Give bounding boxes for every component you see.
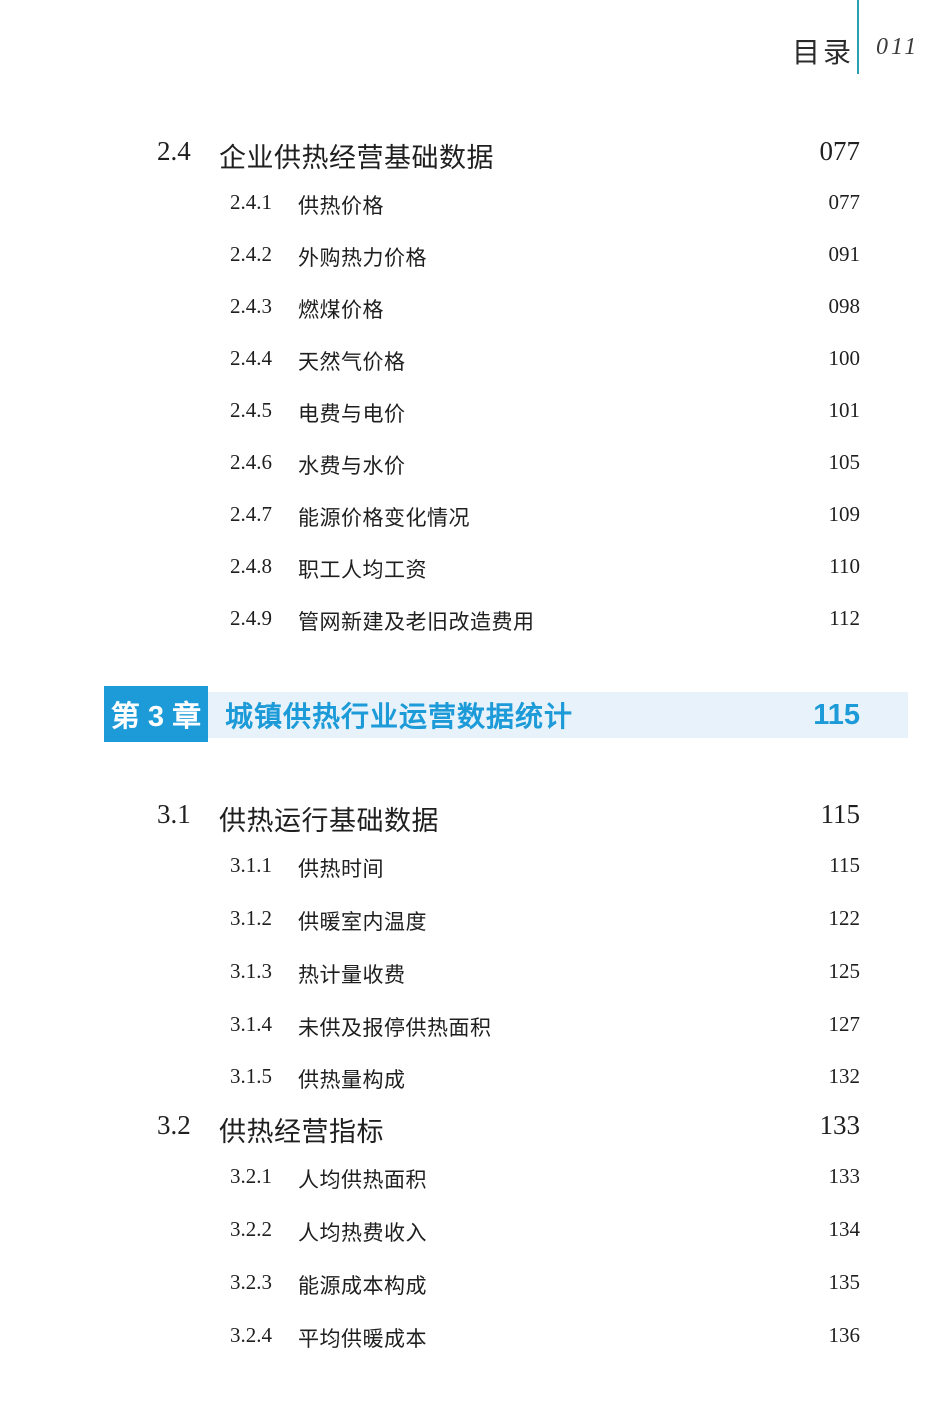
- toc-row-page: 135: [828, 1270, 861, 1294]
- chapter-banner-band: [104, 692, 908, 738]
- toc-row-title: 能源成本构成: [298, 1274, 427, 1298]
- toc-row-number: 2.4: [157, 136, 191, 166]
- toc-row-page: 122: [828, 906, 861, 930]
- toc-row-3-2-4: 3.2.4 平均供暖成本 136: [0, 1323, 860, 1357]
- toc-row-page: 091: [828, 242, 861, 266]
- toc-row-2-4-4: 2.4.4 天然气价格 100: [0, 346, 860, 380]
- toc-row-number: 3.1.3: [230, 959, 272, 983]
- toc-row-title: 供热经营指标: [219, 1117, 384, 1147]
- toc-row-3-2-1: 3.2.1 人均供热面积 133: [0, 1164, 860, 1198]
- toc-row-page: 115: [829, 853, 860, 877]
- toc-row-title: 水费与水价: [298, 454, 406, 478]
- toc-row-2-4-2: 2.4.2 外购热力价格 091: [0, 242, 860, 276]
- toc-row-2-4-8: 2.4.8 职工人均工资 110: [0, 554, 860, 588]
- toc-row-number: 3.1: [157, 799, 191, 829]
- toc-row-page: 109: [828, 502, 861, 526]
- toc-row-page: 115: [820, 799, 861, 829]
- header-page-number: 011: [876, 34, 920, 60]
- toc-row-3-1-1: 3.1.1 供热时间 115: [0, 853, 860, 887]
- toc-row-2-4-9: 2.4.9 管网新建及老旧改造费用 112: [0, 606, 860, 640]
- toc-row-page: 136: [828, 1323, 861, 1347]
- toc-row-page: 132: [828, 1064, 861, 1088]
- toc-row-title: 职工人均工资: [298, 558, 427, 582]
- toc-row-title: 外购热力价格: [298, 246, 427, 270]
- chapter-title: 城镇供热行业运营数据统计: [225, 701, 574, 732]
- chapter-page-number: 115: [813, 698, 860, 731]
- toc-row-title: 供暖室内温度: [298, 910, 427, 934]
- toc-row-2-4-7: 2.4.7 能源价格变化情况 109: [0, 502, 860, 536]
- toc-row-page: 127: [828, 1012, 861, 1036]
- chapter-number-badge: 第 3 章: [104, 686, 208, 742]
- toc-row-page: 133: [828, 1164, 861, 1188]
- toc-row-title: 电费与电价: [298, 402, 406, 426]
- toc-row-number: 2.4.2: [230, 242, 272, 266]
- toc-row-number: 2.4.5: [230, 398, 272, 422]
- toc-row-title: 热计量收费: [298, 963, 406, 987]
- toc-row-title: 供热时间: [298, 857, 384, 881]
- toc-row-3-2: 3.2 供热经营指标 133: [0, 1110, 861, 1147]
- toc-row-number: 3.1.2: [230, 906, 272, 930]
- toc-row-title: 能源价格变化情况: [298, 506, 470, 530]
- toc-row-2-4: 2.4 企业供热经营基础数据 077: [0, 136, 861, 173]
- toc-row-number: 3.1.4: [230, 1012, 272, 1036]
- toc-row-3-2-3: 3.2.3 能源成本构成 135: [0, 1270, 860, 1304]
- toc-row-title: 管网新建及老旧改造费用: [298, 610, 535, 634]
- toc-row-number: 2.4.9: [230, 606, 272, 630]
- toc-row-number: 3.2.4: [230, 1323, 272, 1347]
- toc-row-page: 125: [828, 959, 861, 983]
- toc-row-title: 燃煤价格: [298, 298, 384, 322]
- toc-row-3-2-2: 3.2.2 人均热费收入 134: [0, 1217, 860, 1251]
- toc-row-2-4-1: 2.4.1 供热价格 077: [0, 190, 860, 224]
- header-section-label: 目录: [792, 37, 855, 68]
- toc-row-page: 077: [819, 136, 861, 166]
- toc-row-3-1-2: 3.1.2 供暖室内温度 122: [0, 906, 860, 940]
- toc-row-2-4-3: 2.4.3 燃煤价格 098: [0, 294, 860, 328]
- toc-row-page: 077: [828, 190, 861, 214]
- toc-row-3-1-3: 3.1.3 热计量收费 125: [0, 959, 860, 993]
- toc-row-number: 3.2.2: [230, 1217, 272, 1241]
- toc-row-title: 供热价格: [298, 194, 384, 218]
- toc-row-3-1-4: 3.1.4 未供及报停供热面积 127: [0, 1012, 860, 1046]
- toc-row-page: 134: [828, 1217, 861, 1241]
- toc-row-page: 105: [828, 450, 861, 474]
- toc-row-3-1: 3.1 供热运行基础数据 115: [0, 799, 861, 836]
- toc-row-title: 天然气价格: [298, 350, 406, 374]
- toc-row-3-1-5: 3.1.5 供热量构成 132: [0, 1064, 860, 1098]
- toc-row-page: 133: [819, 1110, 861, 1140]
- toc-row-number: 3.2.1: [230, 1164, 272, 1188]
- toc-row-title: 企业供热经营基础数据: [219, 143, 494, 173]
- toc-row-title: 人均热费收入: [298, 1221, 427, 1245]
- toc-row-number: 3.2.3: [230, 1270, 272, 1294]
- toc-row-2-4-6: 2.4.6 水费与水价 105: [0, 450, 860, 484]
- toc-row-title: 平均供暖成本: [298, 1327, 427, 1351]
- toc-row-number: 3.1.5: [230, 1064, 272, 1088]
- toc-row-number: 2.4.7: [230, 502, 272, 526]
- toc-row-title: 未供及报停供热面积: [298, 1016, 492, 1040]
- toc-row-title: 供热运行基础数据: [219, 806, 439, 836]
- toc-row-number: 3.2: [157, 1110, 191, 1140]
- toc-row-number: 2.4.1: [230, 190, 272, 214]
- toc-row-number: 2.4.3: [230, 294, 272, 318]
- toc-row-page: 110: [829, 554, 860, 578]
- toc-row-title: 人均供热面积: [298, 1168, 427, 1192]
- toc-row-number: 3.1.1: [230, 853, 272, 877]
- toc-row-number: 2.4.6: [230, 450, 272, 474]
- toc-row-number: 2.4.8: [230, 554, 272, 578]
- toc-row-page: 101: [828, 398, 861, 422]
- toc-row-2-4-5: 2.4.5 电费与电价 101: [0, 398, 860, 432]
- toc-row-page: 098: [828, 294, 861, 318]
- toc-row-number: 2.4.4: [230, 346, 272, 370]
- toc-row-title: 供热量构成: [298, 1068, 406, 1092]
- toc-row-page: 100: [828, 346, 861, 370]
- header-divider-line: [857, 0, 859, 74]
- toc-row-page: 112: [829, 606, 860, 630]
